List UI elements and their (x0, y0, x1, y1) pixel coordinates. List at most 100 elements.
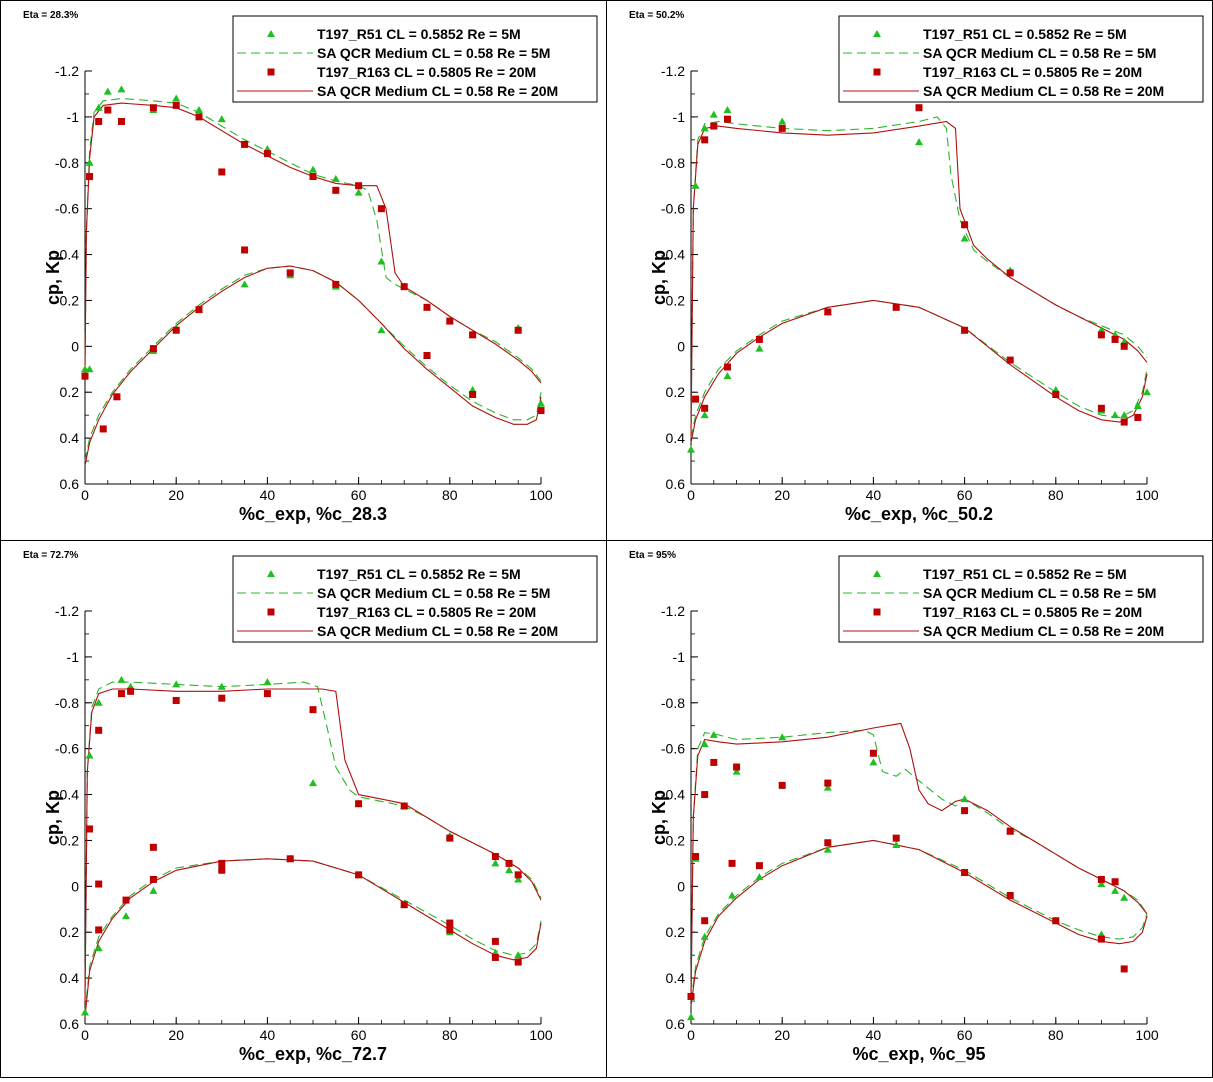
r163-data-point (892, 834, 900, 842)
r163-data-point (778, 781, 786, 789)
r163-data-point (1120, 965, 1128, 973)
legend-square-marker (873, 608, 881, 616)
sa-5m-curve (84, 97, 542, 382)
y-tick-label: 0.4 (666, 970, 686, 986)
r163-data-point (1006, 892, 1014, 900)
r51-data-point (172, 680, 181, 688)
legend-triangle-marker (267, 570, 275, 577)
r51-data-point (103, 87, 112, 95)
r163-data-point (710, 122, 718, 130)
legend-label: SA QCR Medium CL = 0.58 Re = 20M (317, 623, 558, 639)
sa-5m-curve (690, 116, 1148, 439)
legend-label: T197_R51 CL = 0.5852 Re = 5M (317, 566, 521, 582)
eta-label: Eta = 72.7% (23, 550, 78, 561)
r163-data-point (537, 407, 545, 415)
sa-5m-curve (84, 265, 542, 462)
r163-data-point (778, 124, 786, 132)
r163-data-point (149, 843, 157, 851)
r163-data-point (1052, 391, 1060, 399)
y-axis-label: cp, Kp (43, 250, 63, 305)
y-tick-label: -0.2 (55, 832, 79, 848)
legend-label: SA QCR Medium CL = 0.58 Re = 5M (317, 585, 550, 601)
r163-data-point (1052, 917, 1060, 925)
r163-data-point (355, 800, 363, 808)
r163-data-point (505, 859, 513, 867)
r163-data-point (113, 393, 121, 401)
r163-data-point (355, 871, 363, 879)
r51-data-point (1133, 401, 1142, 409)
legend: T197_R51 CL = 0.5852 Re = 5M SA QCR Mediu… (232, 15, 598, 103)
r51-data-point (263, 678, 272, 686)
r163-data-point (309, 706, 317, 714)
r51-data-point (217, 682, 226, 690)
r51-data-point (85, 751, 94, 759)
r51-data-point (915, 138, 923, 146)
r163-data-point (701, 136, 709, 144)
r51-data-point (687, 445, 695, 453)
r163-data-point (491, 953, 499, 961)
r163-data-point (286, 855, 294, 863)
r51-data-point (755, 873, 764, 881)
r51-data-point (491, 859, 500, 867)
y-tick-label: 0 (71, 338, 79, 354)
r163-data-point (1006, 827, 1014, 835)
x-tick-label: 40 (866, 1027, 882, 1043)
y-tick-label: -1 (67, 109, 80, 125)
y-tick-label: -0.8 (55, 695, 79, 711)
r163-data-point (446, 834, 454, 842)
r51-data-point (149, 886, 158, 894)
r163-data-point (915, 104, 923, 112)
r163-data-point (1006, 356, 1014, 364)
x-tick-label: 0 (687, 487, 695, 503)
x-tick-label: 40 (866, 487, 882, 503)
r51-data-point (892, 841, 901, 849)
r163-data-point (127, 687, 135, 695)
legend-box (232, 15, 598, 103)
r163-data-point (99, 425, 107, 433)
r163-data-point (961, 807, 969, 815)
r51-data-point (1111, 886, 1120, 894)
r51-data-point (709, 110, 718, 118)
y-tick-label: 0.4 (60, 970, 80, 986)
legend-label: SA QCR Medium CL = 0.58 Re = 20M (923, 83, 1164, 99)
r163-data-point (446, 317, 454, 325)
x-tick-label: 80 (442, 1027, 458, 1043)
r163-data-point (332, 186, 340, 194)
sa-20m-curve (690, 299, 1148, 443)
r163-data-point (172, 326, 180, 334)
chart-panel-eta-95: Eta = 95% -1.2 -1 -0.8 -0.6 -0.4 -0.2 0 0.2 0.4 0.… (606, 540, 1213, 1078)
r51-data-point (195, 106, 203, 114)
x-tick-label: 0 (81, 487, 89, 503)
y-tick-label: -1.2 (661, 63, 685, 79)
r163-data-point (241, 246, 249, 254)
legend-label: T197_R163 CL = 0.5805 Re = 20M (317, 604, 536, 620)
x-tick-label: 40 (260, 1027, 276, 1043)
y-tick-label: 0.6 (60, 1016, 80, 1032)
r163-data-point (701, 791, 709, 799)
r163-data-point (400, 901, 408, 909)
r163-data-point (423, 303, 431, 311)
r163-data-point (149, 345, 157, 353)
r51-data-point (691, 181, 700, 189)
r51-data-point (700, 740, 709, 748)
legend: T197_R51 CL = 0.5852 Re = 5M SA QCR Mediu… (838, 555, 1204, 643)
r163-data-point (961, 221, 969, 229)
y-tick-label: -0.8 (55, 155, 79, 171)
legend-square-marker (267, 68, 275, 76)
r163-data-point (723, 363, 731, 371)
r51-data-point (117, 85, 126, 93)
r51-data-point (755, 344, 764, 352)
x-axis-label: %c_exp, %c_95 (852, 1044, 985, 1064)
y-tick-label: -0.6 (55, 741, 79, 757)
r163-data-point (117, 690, 125, 698)
x-tick-label: 80 (1048, 487, 1064, 503)
legend-label: T197_R51 CL = 0.5852 Re = 5M (923, 566, 1127, 582)
r51-data-point (728, 891, 737, 899)
r51-data-point (1120, 893, 1129, 901)
sa-20m-curve (84, 102, 542, 384)
x-tick-label: 40 (260, 487, 276, 503)
r51-data-point (1111, 411, 1120, 419)
legend-label: SA QCR Medium CL = 0.58 Re = 5M (923, 45, 1156, 61)
legend-label: SA QCR Medium CL = 0.58 Re = 5M (317, 45, 550, 61)
sa-20m-curve (690, 120, 1148, 439)
